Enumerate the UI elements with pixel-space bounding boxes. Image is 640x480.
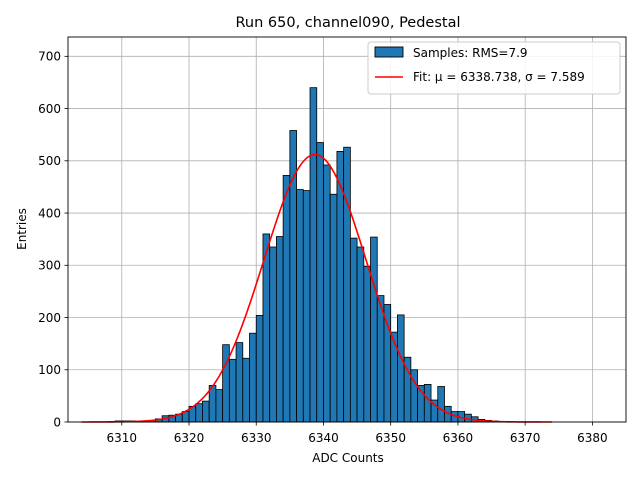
histogram-bar — [249, 332, 257, 423]
y-tick-label: 400 — [38, 206, 61, 220]
histogram-bar — [437, 386, 445, 423]
histogram-bar — [255, 315, 264, 423]
legend-fit-label: Fit: μ = 6338.738, σ = 7.589 — [413, 70, 585, 84]
histogram-bar — [423, 383, 432, 423]
histogram-bar — [363, 265, 371, 423]
histogram-bar — [276, 236, 284, 423]
y-axis-label: Entries — [15, 208, 29, 250]
histogram-bar — [242, 357, 250, 423]
x-tick-label: 6360 — [443, 431, 474, 445]
histogram-bar — [397, 314, 405, 423]
x-axis-ticks: 6310 6320 6330 6340 6350 6360 6370 6380 — [107, 422, 608, 445]
histogram-bar — [208, 385, 217, 423]
y-tick-label: 100 — [38, 363, 61, 377]
x-tick-label: 6310 — [107, 431, 138, 445]
x-tick-label: 6380 — [577, 431, 608, 445]
histogram-bar — [195, 403, 203, 423]
histogram-bar — [309, 87, 318, 423]
y-tick-label: 500 — [38, 154, 61, 168]
x-axis-label: ADC Counts — [312, 451, 384, 465]
histogram-bar — [235, 342, 244, 423]
x-tick-label: 6320 — [174, 431, 205, 445]
y-tick-label: 0 — [53, 415, 61, 429]
histogram-bar — [343, 146, 351, 423]
legend-histogram-swatch — [374, 46, 404, 58]
plot-frame — [67, 36, 627, 423]
histogram-bar — [215, 389, 224, 423]
histogram-bar — [302, 190, 311, 423]
gaussian-fit-curve — [81, 153, 553, 423]
x-tick-label: 6370 — [510, 431, 541, 445]
histogram-bar — [323, 164, 331, 423]
chart-title: Run 650, channel090, Pedestal — [235, 15, 460, 31]
x-tick-label: 6350 — [375, 431, 406, 445]
histogram-bar — [282, 175, 291, 423]
x-tick-label: 6330 — [241, 431, 272, 445]
histogram-bar — [370, 236, 378, 423]
histogram-bars — [107, 87, 513, 423]
y-tick-label: 300 — [38, 259, 61, 273]
legend-box — [367, 41, 621, 95]
histogram-bar — [222, 344, 230, 423]
histogram-bar — [349, 237, 358, 423]
y-tick-label: 600 — [38, 102, 61, 116]
histogram-bar — [269, 246, 277, 423]
x-tick-label: 6340 — [308, 431, 339, 445]
histogram-bar — [202, 400, 210, 423]
histogram-bar — [316, 142, 324, 423]
histogram-bar — [329, 193, 338, 423]
y-tick-label: 200 — [38, 311, 61, 325]
histogram-bar — [376, 295, 385, 423]
histogram-bar — [356, 246, 365, 423]
legend: Samples: RMS=7.9 Fit: μ = 6338.738, σ = … — [367, 41, 621, 95]
legend-histogram-label: Samples: RMS=7.9 — [413, 46, 528, 60]
y-axis-ticks: 0 100 200 300 400 500 600 700 — [38, 50, 68, 429]
histogram-bar — [296, 189, 304, 423]
histogram-bar — [228, 358, 237, 423]
y-tick-label: 700 — [38, 50, 61, 64]
